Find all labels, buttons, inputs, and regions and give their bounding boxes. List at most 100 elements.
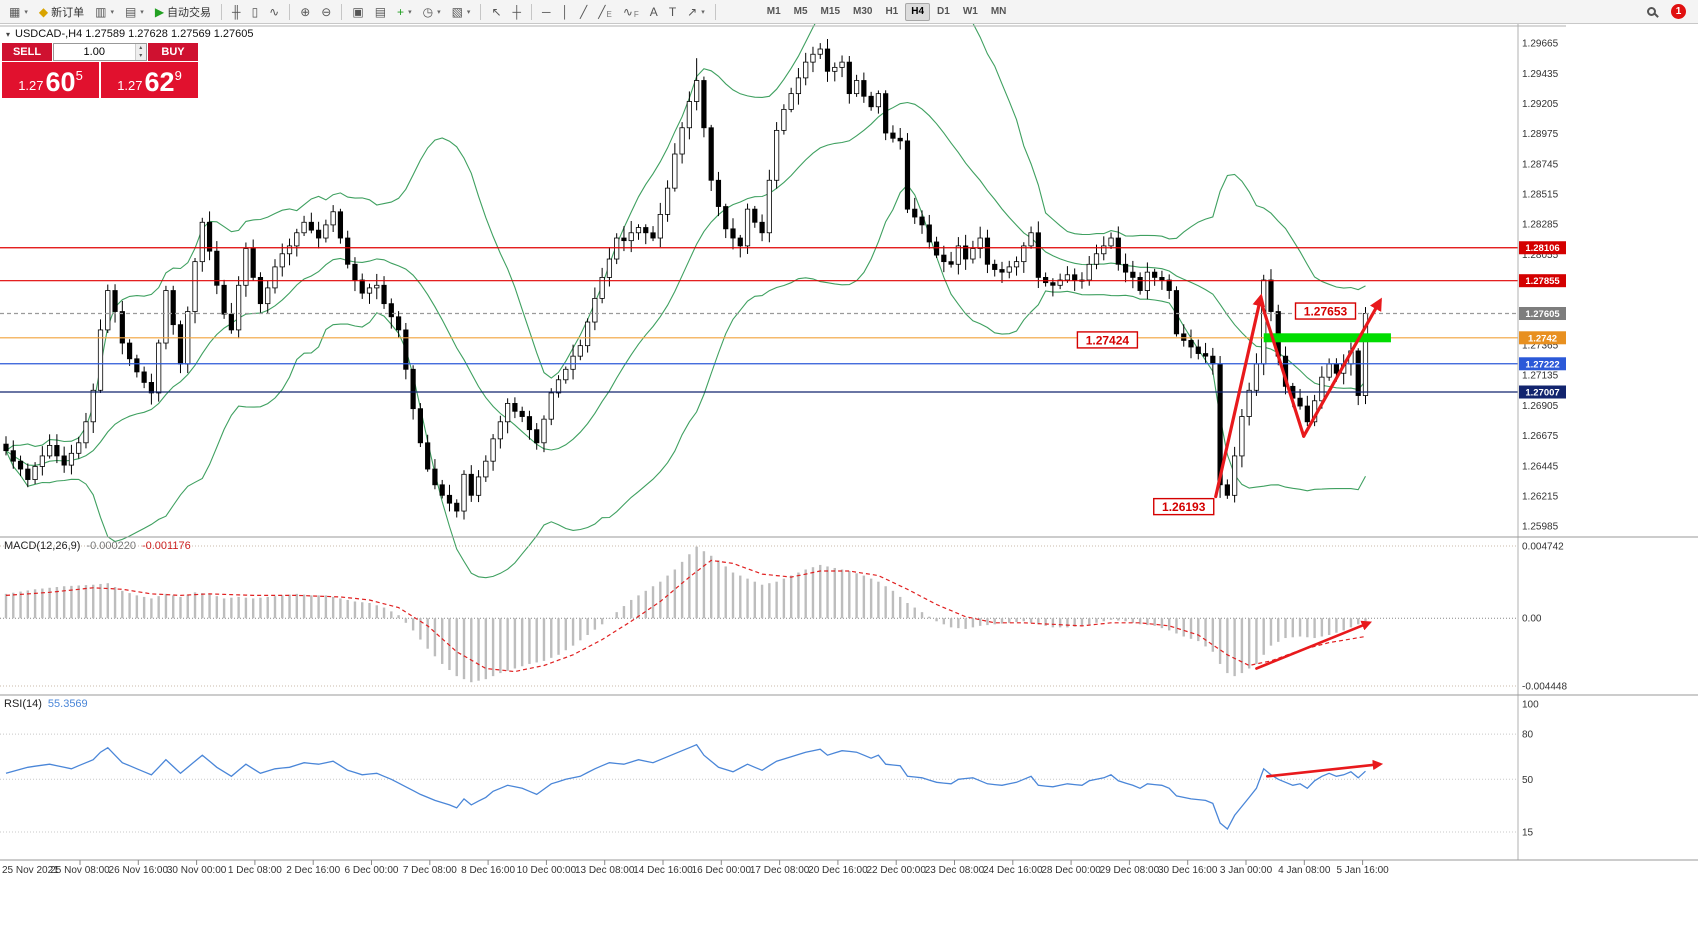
svg-text:1.28285: 1.28285 [1522,220,1559,231]
data-window-button[interactable]: ▤ [370,2,391,22]
open-charts-button[interactable]: ▥ ▾ [90,2,119,22]
volume-down-icon[interactable]: ▾ [135,52,146,60]
new-order-button[interactable]: ◆ 新订单 [34,2,89,22]
equidistant-channel-button[interactable]: ╱ E [593,2,617,22]
new-chart-icon: ▦ [9,4,21,19]
one-click-trading: SELL ▴ ▾ BUY 1.27 60 5 1.27 62 9 [2,43,198,98]
label-button[interactable]: T [664,2,681,22]
svg-text:1.28515: 1.28515 [1522,190,1559,201]
label-icon: T [668,4,677,19]
macd-value-signal: -0.001176 [141,540,191,552]
horizontal-line-icon: ─ [542,4,551,19]
vertical-line-button[interactable]: │ [557,2,575,22]
rsi-label: RSI(14) 55.3569 [4,698,88,710]
auto-trading-button[interactable]: ▶ 自动交易 [150,2,216,22]
svg-text:28 Dec 00:00: 28 Dec 00:00 [1041,865,1101,876]
sell-price-sup: 5 [75,68,83,83]
timeframe-m15-button[interactable]: M15 [815,3,846,21]
dropdown-caret-icon: ▾ [110,8,114,16]
svg-text:1.26215: 1.26215 [1522,491,1559,502]
svg-text:6 Dec 00:00: 6 Dec 00:00 [345,865,399,876]
svg-text:1.26445: 1.26445 [1522,461,1559,472]
dropdown-caret-icon: ▾ [140,8,144,16]
candlestick-type-button[interactable]: ▯ [247,2,264,22]
profiles-button[interactable]: ▤ ▾ [120,2,149,22]
timeframe-d1-button[interactable]: D1 [931,3,956,21]
bar-chart-type-button[interactable]: ╫ [227,2,246,22]
symbol-dropdown-icon[interactable]: ▾ [6,29,11,39]
zoom-out-button[interactable]: ⊖ [316,2,336,22]
zoom-in-button[interactable]: ⊕ [295,2,315,22]
svg-text:1.2742: 1.2742 [1528,333,1557,344]
auto-trading-icon: ▶ [154,4,165,19]
text-icon: A [649,4,658,19]
svg-text:1.27605: 1.27605 [1525,309,1560,320]
tile-windows-button[interactable]: ▣ [347,2,368,22]
svg-text:1.27653: 1.27653 [1304,305,1348,319]
toolbar-separator [341,3,343,20]
arrows-button[interactable]: ↗ ▾ [682,2,710,22]
timeframe-mn-button[interactable]: MN [985,3,1013,21]
svg-text:16 Dec 00:00: 16 Dec 00:00 [692,865,752,876]
add-indicator-icon: + [397,4,405,19]
trend-arrow [1255,620,1372,670]
candlestick-type-icon: ▯ [251,4,259,19]
price-tag: 1.28106 [1519,241,1566,255]
trendline-button[interactable]: ╱ [575,2,592,22]
fibonacci-button[interactable]: ∿ F [618,2,644,22]
chart-ohlc-line: ▾ USDCAD-,H4 1.27589 1.27628 1.27569 1.2… [6,28,254,40]
horizontal-line-button[interactable]: ─ [537,2,556,22]
text-button[interactable]: A [645,2,663,22]
svg-text:1.27855: 1.27855 [1525,276,1560,287]
buy-button[interactable]: BUY [148,43,198,61]
notification-badge[interactable]: 1 [1671,4,1686,19]
templates-icon: ▧ [451,4,463,19]
candles [3,39,1369,520]
main-toolbar: ▦ ▾ ◆ 新订单 ▥ ▾ ▤ ▾ ▶ 自动交易 ╫ ▯ ∿ ⊕ ⊖ ▣ ▤ + ▾ ◷ ▾ ▧ ▾ ↖ ┼ ─ │ ╱ ╱ E ∿ F A T ↗… [0,0,1698,24]
dropdown-caret-icon: ▾ [701,8,705,16]
timeframe-w1-button[interactable]: W1 [957,3,984,21]
chart-canvas[interactable]: 1.29665 1.29435 1.29205 1.28975 1.28745 1.285… [0,24,1698,941]
new-chart-button[interactable]: ▦ ▾ [4,2,33,22]
sell-button[interactable]: SELL [2,43,52,61]
new-order-icon: ◆ [38,4,49,19]
timeframe-h1-button[interactable]: H1 [879,3,904,21]
timeframe-h4-button[interactable]: H4 [905,2,931,21]
macd-value-main: -0.000220 [86,540,136,552]
horizontal-lines[interactable] [0,247,1518,393]
line-chart-type-button[interactable]: ∿ [264,2,284,22]
svg-text:8 Dec 16:00: 8 Dec 16:00 [461,865,515,876]
volume-up-icon[interactable]: ▴ [135,44,146,52]
timeframe-m5-button[interactable]: M5 [788,3,814,21]
profiles-icon: ▤ [124,4,137,19]
volume-input[interactable] [54,44,135,60]
dropdown-caret-icon: ▾ [408,8,412,16]
sell-price-big: 60 [45,67,76,97]
svg-text:14 Dec 16:00: 14 Dec 16:00 [633,865,693,876]
svg-text:1.27007: 1.27007 [1525,388,1559,399]
svg-text:1.26905: 1.26905 [1522,401,1559,412]
trendline-icon: ╱ [580,4,588,19]
svg-text:1.25985: 1.25985 [1522,522,1559,533]
price-annotation-label[interactable]: 1.27653 [1294,302,1357,320]
crosshair-icon: ┼ [512,4,522,19]
sell-price-panel[interactable]: 1.27 60 5 [2,62,99,98]
add-indicator-button[interactable]: + ▾ [392,2,417,22]
buy-price-panel[interactable]: 1.27 62 9 [101,62,198,98]
price-annotation-label[interactable]: 1.27424 [1076,331,1139,349]
svg-text:25 Nov 2021: 25 Nov 2021 [2,865,59,876]
macd-name: MACD(12,26,9) [4,540,81,552]
price-axis: 1.29665 1.29435 1.29205 1.28975 1.28745 1.285… [1519,39,1566,533]
crosshair-button[interactable]: ┼ [508,2,527,22]
cursor-button[interactable]: ↖ [486,2,506,22]
svg-text:1.27135: 1.27135 [1522,371,1559,382]
price-annotation-label[interactable]: 1.26193 [1153,497,1215,516]
search-button[interactable] [1642,2,1661,22]
annotations[interactable]: 1.27424 1.27653 1.26193 [1076,293,1391,778]
periods-button[interactable]: ◷ ▾ [418,2,446,22]
templates-button[interactable]: ▧ ▾ [447,2,476,22]
timeframe-m30-button[interactable]: M30 [847,3,878,21]
timeframe-m1-button[interactable]: M1 [761,3,787,21]
toolbar-separator [221,3,223,20]
periods-icon: ◷ [422,4,434,19]
